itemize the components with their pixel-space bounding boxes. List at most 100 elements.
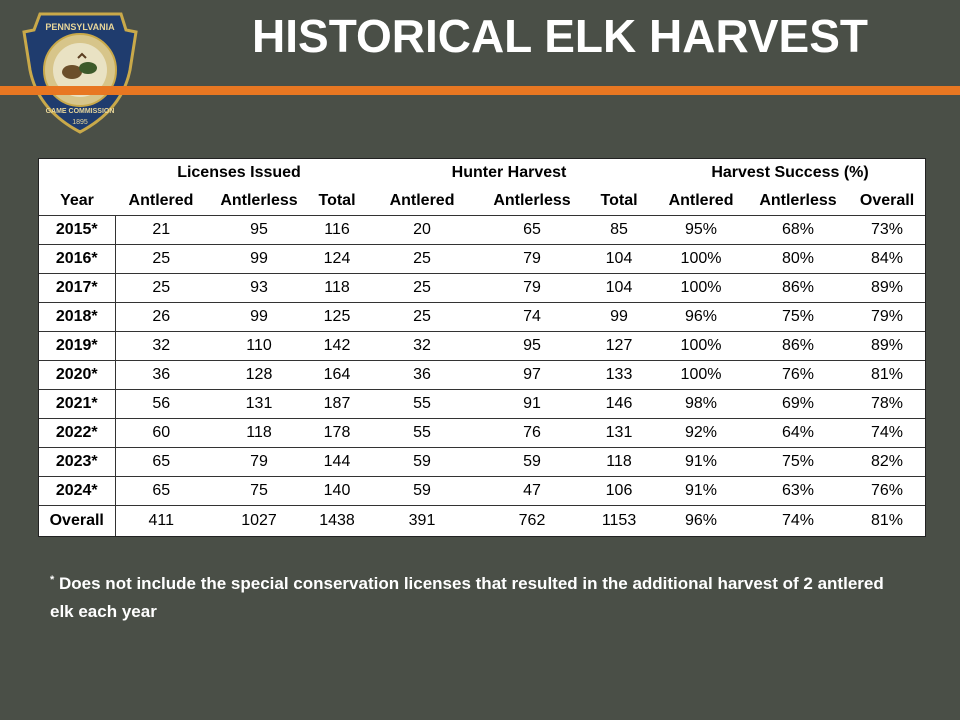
table-cell: 73% [849, 215, 926, 245]
table-cell: 96% [655, 302, 748, 332]
table-cell: 104 [583, 273, 656, 303]
logo-top-text: PENNSYLVANIA [45, 22, 115, 32]
table-cell: 74% [849, 418, 926, 448]
table-cell: 99 [583, 302, 656, 332]
table-cell: 76% [849, 476, 926, 506]
table-cell: 89% [849, 273, 926, 303]
column-header: Antlerless [759, 192, 837, 209]
group-header-row: Licenses Issued Hunter Harvest Harvest S… [39, 159, 925, 187]
table-cell: 106 [583, 476, 656, 506]
logo-bottom-text: GAME COMMISSION [46, 108, 115, 115]
table-cell: 98% [655, 389, 748, 419]
table-cell: 100% [655, 331, 748, 361]
table-cell: 762 [481, 505, 584, 536]
table-cell: 118 [207, 418, 311, 448]
table-cell: 56 [115, 389, 207, 419]
table-body: 2015* 21 95 116 20 65 85 95% 68% 73% 2016* 25 99 124 2… [39, 215, 926, 536]
table-cell: 92% [655, 418, 748, 448]
table-row: 2017* 25 93 118 25 79 104 100% 86% 89% [39, 273, 926, 303]
table-cell: 124 [311, 244, 364, 274]
footnote-marker: * [50, 574, 55, 586]
table-cell: 85 [583, 215, 656, 245]
year-cell: 2015* [39, 215, 116, 245]
table-cell: 59 [363, 447, 482, 477]
table-cell: 82% [849, 447, 926, 477]
table-row: 2024* 65 75 140 59 47 106 91% 63% 76% [39, 476, 926, 506]
table-cell: 76% [747, 360, 850, 390]
table-cell: 64% [747, 418, 850, 448]
table-cell: 93 [207, 273, 311, 303]
table-cell: 75% [747, 447, 850, 477]
overall-row: Overall 411 1027 1438 391 762 1153 96% 74% 81% [39, 505, 926, 536]
logo-year: 1895 [72, 119, 88, 126]
table-cell: 142 [311, 331, 364, 361]
column-header-row: Year Antlered Antlerless Total Antlered Antle… [39, 187, 925, 216]
table-cell: 32 [363, 331, 482, 361]
game-commission-logo: PENNSYLVANIA GAME COMMISSION 1895 [22, 12, 138, 134]
table-row: 2019* 32 110 142 32 95 127 100% 86% 89% [39, 331, 926, 361]
table-cell: 78% [849, 389, 926, 419]
table-cell: 100% [655, 244, 748, 274]
table-cell: 100% [655, 360, 748, 390]
footnote-text: Does not include the special conservatio… [50, 574, 884, 621]
table-cell: 89% [849, 331, 926, 361]
table-cell: 146 [583, 389, 656, 419]
table-cell: 99 [207, 244, 311, 274]
table-cell: 1153 [583, 505, 656, 536]
header: PENNSYLVANIA GAME COMMISSION 1895 HISTOR… [0, 0, 960, 134]
table-cell: 86% [747, 331, 850, 361]
harvest-table: Licenses Issued Hunter Harvest Harvest S… [39, 159, 926, 536]
table-cell: 91% [655, 476, 748, 506]
table-cell: 95 [481, 331, 584, 361]
group-licenses-issued: Licenses Issued [177, 164, 301, 181]
table-cell: 59 [363, 476, 482, 506]
table-cell: 110 [207, 331, 311, 361]
table-cell: 81% [849, 505, 926, 536]
table-cell: 118 [583, 447, 656, 477]
column-header: Antlered [668, 192, 734, 209]
table-cell: 86% [747, 273, 850, 303]
footnote: * Does not include the special conservat… [50, 566, 890, 626]
year-cell: 2021* [39, 389, 116, 419]
table-cell: 79 [207, 447, 311, 477]
table-cell: 100% [655, 273, 748, 303]
table-cell: 104 [583, 244, 656, 274]
table-cell: 118 [311, 273, 364, 303]
orange-divider [0, 86, 960, 95]
table-row: 2021* 56 131 187 55 91 146 98% 69% 78% [39, 389, 926, 419]
table-cell: 97 [481, 360, 584, 390]
table-cell: 36 [363, 360, 482, 390]
table-cell: 32 [115, 331, 207, 361]
table-cell: 127 [583, 331, 656, 361]
table-cell: 164 [311, 360, 364, 390]
table-row: 2023* 65 79 144 59 59 118 91% 75% 82% [39, 447, 926, 477]
year-cell: 2024* [39, 476, 116, 506]
column-header: Total [600, 192, 638, 209]
table-cell: 76 [481, 418, 584, 448]
group-spacer [39, 159, 115, 187]
table-cell: 20 [363, 215, 482, 245]
table-cell: 25 [363, 244, 482, 274]
table-cell: 96% [655, 505, 748, 536]
table-cell: 25 [363, 273, 482, 303]
table-cell: 69% [747, 389, 850, 419]
table-cell: 131 [207, 389, 311, 419]
year-cell: 2016* [39, 244, 116, 274]
column-header: Overall [859, 192, 915, 209]
table-cell: 1027 [207, 505, 311, 536]
column-header: Antlered [389, 192, 455, 209]
table-cell: 99 [207, 302, 311, 332]
year-cell: Overall [39, 505, 116, 536]
table-cell: 84% [849, 244, 926, 274]
table-cell: 55 [363, 389, 482, 419]
column-header: Year [60, 192, 94, 209]
column-header: Antlered [128, 192, 194, 209]
table-cell: 68% [747, 215, 850, 245]
table-row: 2015* 21 95 116 20 65 85 95% 68% 73% [39, 215, 926, 245]
table-cell: 95% [655, 215, 748, 245]
year-cell: 2023* [39, 447, 116, 477]
table-cell: 116 [311, 215, 364, 245]
table-row: 2022* 60 118 178 55 76 131 92% 64% 74% [39, 418, 926, 448]
group-harvest-success: Harvest Success (%) [711, 164, 869, 181]
column-header: Total [318, 192, 356, 209]
